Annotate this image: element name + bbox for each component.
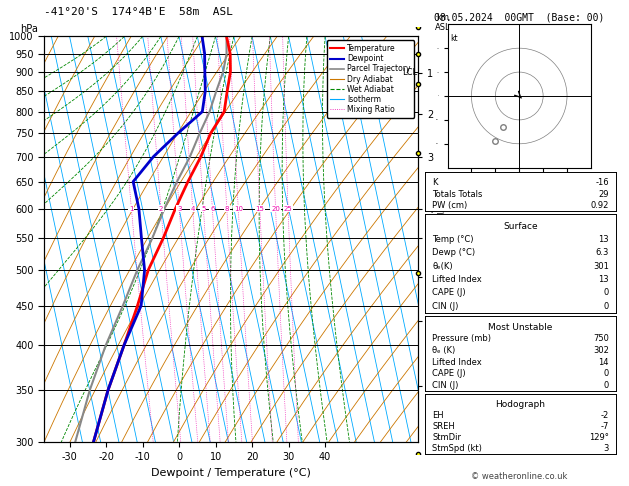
Text: EH: EH (432, 411, 444, 420)
Text: -2: -2 (601, 411, 609, 420)
Text: StmSpd (kt): StmSpd (kt) (432, 445, 482, 453)
Text: θₑ(K): θₑ(K) (432, 261, 453, 271)
Text: 0.92: 0.92 (591, 201, 609, 210)
Text: -7: -7 (600, 422, 609, 432)
Text: LCL: LCL (402, 68, 417, 77)
Text: -16: -16 (595, 178, 609, 188)
Text: Lifted Index: Lifted Index (432, 358, 482, 366)
Text: hPa: hPa (19, 24, 38, 35)
Text: 6: 6 (210, 206, 214, 211)
Text: 3: 3 (603, 445, 609, 453)
Text: 20: 20 (271, 206, 280, 211)
X-axis label: Dewpoint / Temperature (°C): Dewpoint / Temperature (°C) (151, 468, 311, 478)
Text: Lifted Index: Lifted Index (432, 275, 482, 284)
Text: 15: 15 (255, 206, 264, 211)
Text: 0: 0 (603, 369, 609, 378)
Text: 5: 5 (201, 206, 206, 211)
Text: -41°20'S  174°4B'E  58m  ASL: -41°20'S 174°4B'E 58m ASL (44, 7, 233, 17)
Text: CAPE (J): CAPE (J) (432, 369, 466, 378)
Text: 08.05.2024  00GMT  (Base: 00): 08.05.2024 00GMT (Base: 00) (434, 12, 604, 22)
Text: 14: 14 (598, 358, 609, 366)
Text: 0: 0 (603, 288, 609, 297)
Text: 301: 301 (593, 261, 609, 271)
Y-axis label: Mixing Ratio (g/kg): Mixing Ratio (g/kg) (437, 193, 447, 285)
Text: 13: 13 (598, 275, 609, 284)
Text: 25: 25 (284, 206, 292, 211)
Text: CIN (J): CIN (J) (432, 381, 459, 390)
Text: Pressure (mb): Pressure (mb) (432, 334, 491, 344)
Text: 29: 29 (598, 190, 609, 199)
Text: PW (cm): PW (cm) (432, 201, 467, 210)
Text: StmDir: StmDir (432, 434, 461, 442)
Text: 302: 302 (593, 346, 609, 355)
Text: 750: 750 (593, 334, 609, 344)
Text: Totals Totals: Totals Totals (432, 190, 482, 199)
Text: 13: 13 (598, 235, 609, 244)
Text: 3: 3 (177, 206, 182, 211)
Text: SREH: SREH (432, 422, 455, 432)
Legend: Temperature, Dewpoint, Parcel Trajectory, Dry Adiabat, Wet Adiabat, Isotherm, Mi: Temperature, Dewpoint, Parcel Trajectory… (326, 40, 415, 118)
Text: CIN (J): CIN (J) (432, 301, 459, 311)
Text: K: K (432, 178, 438, 188)
Text: © weatheronline.co.uk: © weatheronline.co.uk (470, 472, 567, 481)
Text: 0: 0 (603, 381, 609, 390)
Text: 129°: 129° (589, 434, 609, 442)
Text: kt: kt (450, 34, 457, 43)
Text: Temp (°C): Temp (°C) (432, 235, 474, 244)
Text: CAPE (J): CAPE (J) (432, 288, 466, 297)
Text: Dewp (°C): Dewp (°C) (432, 248, 476, 258)
Text: 6.3: 6.3 (596, 248, 609, 258)
Text: Most Unstable: Most Unstable (488, 323, 553, 332)
Text: 4: 4 (191, 206, 195, 211)
Text: Surface: Surface (503, 222, 538, 231)
Text: 0: 0 (603, 301, 609, 311)
Text: 10: 10 (234, 206, 243, 211)
Text: 8: 8 (225, 206, 229, 211)
Text: km
ASL: km ASL (435, 13, 450, 33)
Text: 2: 2 (159, 206, 163, 211)
Text: θₑ (K): θₑ (K) (432, 346, 455, 355)
Text: Hodograph: Hodograph (496, 400, 545, 409)
Text: 1: 1 (129, 206, 133, 211)
